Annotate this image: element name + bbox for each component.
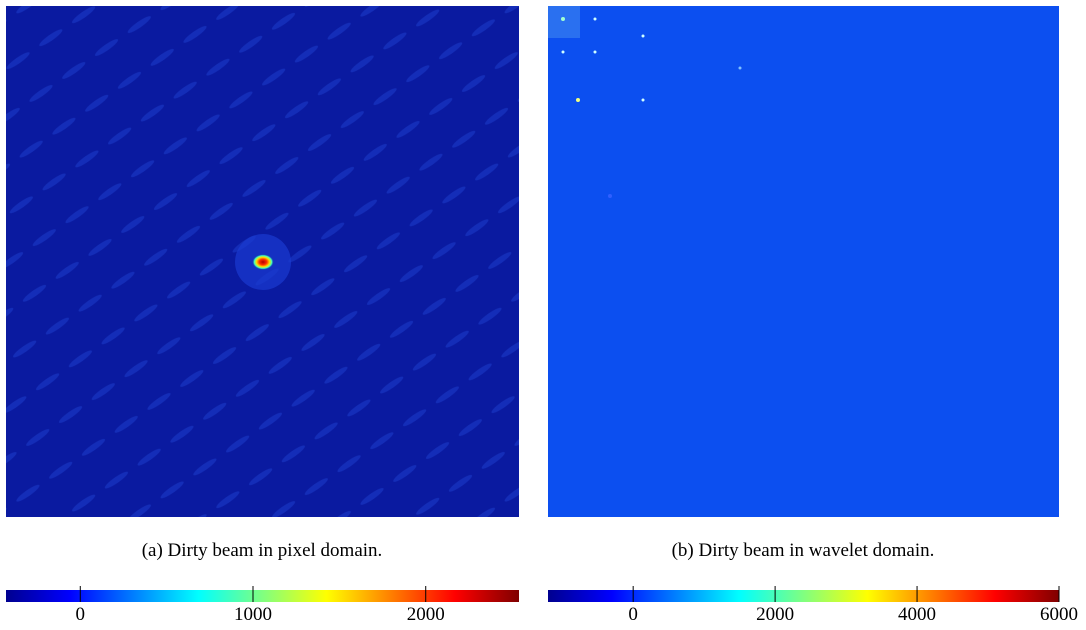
colorbar-tick-label: 2000 xyxy=(756,604,794,625)
caption: (a) Dirty beam in pixel domain. xyxy=(142,540,383,561)
colorbar-tick-label: 6000 xyxy=(1040,604,1078,625)
colorbar-tick-label: 2000 xyxy=(407,604,445,625)
colorbar-tick-label: 0 xyxy=(628,604,638,625)
colorbar xyxy=(548,590,1059,602)
colorbar-tick-label: 4000 xyxy=(898,604,936,625)
colorbar-tick-label: 0 xyxy=(76,604,86,625)
caption: (b) Dirty beam in wavelet domain. xyxy=(672,540,935,561)
colorbar-tick-label: 1000 xyxy=(234,604,272,625)
colorbar xyxy=(6,590,519,602)
pixel-domain-image xyxy=(6,6,519,517)
wavelet-domain-image xyxy=(548,6,1059,517)
